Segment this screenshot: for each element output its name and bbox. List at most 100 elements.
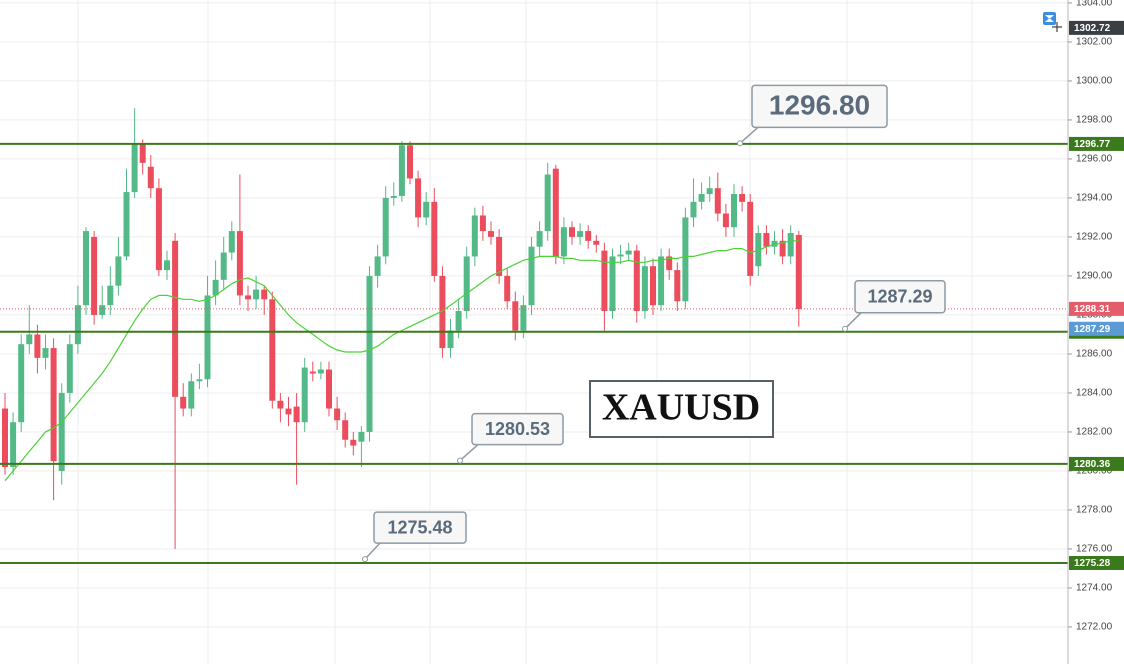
candle-body [342,420,349,440]
candle-body [617,254,624,257]
y-tick-label: 1300.00 [1076,76,1113,87]
candle-body [690,201,697,218]
candle-body [382,197,389,257]
callout-anchor [737,140,743,147]
candle-body [747,201,754,276]
y-tick-label: 1298.00 [1076,115,1113,126]
candle-body [34,334,41,358]
candle-body [496,236,503,276]
candle-body [334,408,341,421]
candle-body [228,231,235,253]
candle-body [131,143,138,193]
y-tick-label: 1280.00 [1076,466,1113,477]
price-badge [1069,321,1124,336]
candle-body [204,295,211,380]
candle-body [771,240,778,247]
level-badge [1069,555,1124,570]
candle-body [520,305,527,331]
candle-body [180,396,187,409]
callout-anchor [457,457,463,464]
level-badge-label: 1275.28 [1074,558,1111,569]
candle-body [147,166,154,189]
y-tick-label: 1290.00 [1076,271,1113,282]
candle-body [66,344,73,393]
y-tick-label: 1274.00 [1076,583,1113,594]
candle-body [739,194,746,202]
candle-body [471,215,478,257]
symbol-box [589,380,774,438]
candle-body [593,240,600,245]
candle-body [50,348,57,462]
callout-anchor [842,325,848,332]
candle-body [609,256,616,312]
y-tick-label: 1294.00 [1076,193,1113,204]
y-tick-label: 1272.00 [1076,622,1113,633]
candle-body [74,305,81,345]
callout-label: 1280.53 [485,419,550,439]
candle-body [431,201,438,276]
callout-pointer [844,312,862,330]
y-tick-label: 1278.00 [1076,505,1113,516]
candle-body [601,250,608,312]
candle-body [139,143,146,163]
candle-body [123,192,130,257]
candle-body [91,236,98,315]
candle-body [463,256,470,312]
candle-body [309,371,316,374]
candle-body [722,213,729,228]
level-badge [1069,136,1124,151]
candle-body [455,311,462,331]
callout-box [751,84,888,129]
candle-body [536,231,543,247]
callout-box [471,412,564,446]
candle-body [552,168,559,257]
candle-body [650,266,656,306]
callout-pointer [364,542,381,560]
candle-body [317,369,324,374]
candle-body [528,246,535,306]
candle-body [212,279,219,296]
candle-body [172,240,179,397]
candle-body [390,195,397,198]
candle-body [423,201,430,218]
candle-body [196,379,203,382]
price-badge-label: 1287.29 [1074,324,1111,335]
candle-body [439,275,446,349]
candle-body [674,270,681,302]
candle-body [115,256,122,286]
candle-body [99,305,106,315]
candle-body [585,231,592,241]
candle-body [398,145,405,196]
tool-icon[interactable] [1043,12,1056,25]
candle-body [415,178,422,218]
candle-body [504,275,511,302]
candle-body [164,260,170,271]
candle-body [795,234,802,310]
candle-body [269,299,276,401]
candle-body [236,231,243,296]
y-tick-label: 1284.00 [1076,388,1113,399]
candle-body [293,406,300,423]
callout-pointer [739,126,759,144]
candle-body [479,215,486,232]
moving-average [4,240,799,482]
price-badge [1069,20,1124,35]
y-tick-label: 1286.00 [1076,349,1113,360]
callout-label: 1296.80 [769,90,870,121]
candle-body [577,231,584,237]
price-badge-label: 1288.31 [1074,304,1111,315]
level-badge-label: 1296.77 [1074,139,1111,150]
y-tick-label: 1292.00 [1076,232,1113,243]
plot [0,108,1068,564]
candle-body [277,400,284,409]
candle-body [641,266,648,312]
candle-body [698,194,705,202]
candle-body [10,422,17,468]
candle-body [107,285,114,306]
crosshair-icon[interactable] [1052,22,1062,32]
candle-body [407,145,413,179]
candle-body [779,240,786,257]
candle-body [26,334,33,345]
candle-body [18,344,25,423]
y-tick-label: 1302.00 [1076,37,1113,48]
